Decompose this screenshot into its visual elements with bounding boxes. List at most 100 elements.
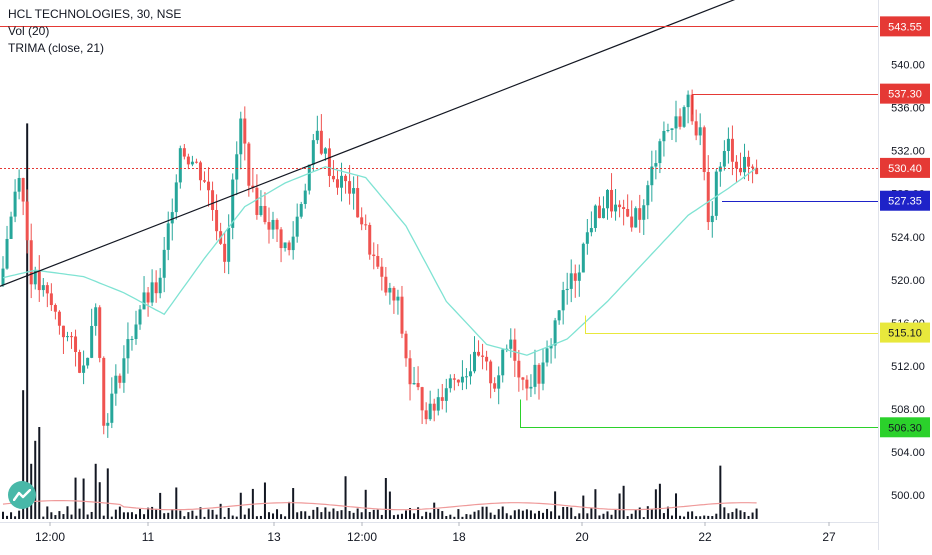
price-level-badge xyxy=(880,190,930,211)
volume-bar xyxy=(134,514,137,519)
volume-bar xyxy=(62,514,65,519)
candle xyxy=(376,244,380,270)
candle xyxy=(211,181,215,221)
volume-bar xyxy=(304,511,307,519)
candle xyxy=(178,145,182,189)
volume-bar xyxy=(231,515,234,519)
volume-bar xyxy=(143,514,146,519)
volume-indicator-label[interactable]: Vol (20) xyxy=(8,24,50,38)
volume-bar xyxy=(211,509,214,519)
candle xyxy=(82,350,86,385)
candle xyxy=(505,344,509,353)
candle xyxy=(452,373,456,391)
volume-bar xyxy=(405,510,407,519)
volume-bar xyxy=(171,509,174,519)
volume-bar xyxy=(731,512,734,519)
volume-bar xyxy=(711,516,714,519)
volume-bar xyxy=(537,510,540,519)
candle xyxy=(279,227,283,263)
candle xyxy=(412,366,416,385)
volume-bar xyxy=(78,508,81,519)
volume-bar xyxy=(465,514,468,519)
volume-bar xyxy=(151,506,154,519)
candle xyxy=(118,373,122,389)
price-tick-label: 512.00 xyxy=(891,361,925,373)
volume-bar xyxy=(288,501,291,519)
volume-bar xyxy=(356,508,359,519)
price-tick-label: 540.00 xyxy=(891,60,925,72)
candle xyxy=(327,138,331,187)
candle xyxy=(154,270,158,303)
volume-bar xyxy=(118,506,121,519)
candle xyxy=(638,194,642,233)
candle xyxy=(577,264,581,297)
candle xyxy=(698,113,702,146)
volume-bar xyxy=(34,440,37,519)
volume-bar xyxy=(276,509,279,519)
volume-bar xyxy=(195,515,198,519)
trima-line xyxy=(2,166,757,356)
candle xyxy=(94,303,98,336)
candle xyxy=(21,177,25,216)
price-tick-label: 508.00 xyxy=(891,404,925,416)
volume-bar xyxy=(441,511,444,519)
volume-bar xyxy=(175,487,178,519)
volume-bar xyxy=(372,509,375,519)
volume-bar xyxy=(614,509,617,519)
symbol-title[interactable]: HCL TECHNOLOGIES, 30, NSE xyxy=(8,7,182,21)
candle xyxy=(436,388,440,416)
volume-bar xyxy=(139,508,142,519)
volume-bar xyxy=(54,515,57,519)
candle xyxy=(702,125,706,181)
volume-bar xyxy=(167,512,170,519)
volume-bar xyxy=(703,515,706,519)
candle xyxy=(513,328,517,377)
candle xyxy=(372,242,376,270)
candle xyxy=(706,155,710,231)
candle xyxy=(545,340,549,367)
volume-bar xyxy=(646,506,649,519)
volume-bar xyxy=(18,510,21,519)
volume-bar xyxy=(574,516,577,519)
candle xyxy=(601,196,605,219)
volume-bar xyxy=(727,513,730,519)
volume-bar xyxy=(259,515,262,519)
price-tick-label: 500.00 xyxy=(891,490,925,502)
candle xyxy=(219,222,223,245)
candle xyxy=(315,115,319,144)
volume-bar xyxy=(594,489,597,519)
volume-bar xyxy=(255,516,258,519)
volume-bar xyxy=(328,511,331,519)
candle xyxy=(521,376,525,391)
candle xyxy=(207,167,211,207)
candle xyxy=(340,162,344,202)
trima-indicator-label[interactable]: TRIMA (close, 21) xyxy=(8,41,105,55)
volume-bar xyxy=(352,512,355,519)
volume-bar xyxy=(421,516,424,519)
volume-bar xyxy=(272,513,275,519)
candle xyxy=(65,331,69,342)
volume-bar xyxy=(179,510,182,519)
volume-bar xyxy=(102,515,105,519)
candle xyxy=(186,153,190,170)
volume-bar xyxy=(300,511,303,519)
candle xyxy=(718,162,722,187)
price-level-label: 527.35 xyxy=(888,196,922,208)
candle xyxy=(311,134,315,172)
volume-bar xyxy=(227,507,230,519)
candle xyxy=(53,303,57,320)
candle xyxy=(299,201,303,219)
candle xyxy=(247,141,251,197)
candle xyxy=(146,287,150,317)
volume-ma-line xyxy=(2,500,757,511)
tradingview-logo-icon[interactable] xyxy=(8,481,36,509)
volume-bar xyxy=(461,516,464,519)
candle xyxy=(460,360,464,391)
candle xyxy=(646,180,650,220)
volume-bar xyxy=(235,516,238,519)
price-tick-label: 536.00 xyxy=(891,103,925,115)
candle xyxy=(380,258,384,291)
candle xyxy=(57,310,61,335)
